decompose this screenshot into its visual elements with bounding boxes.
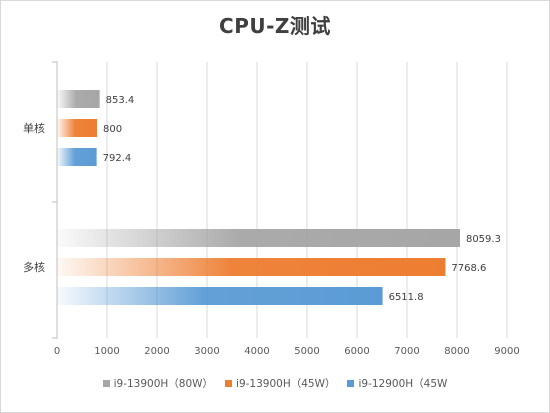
x-tick-label: 2000: [144, 346, 169, 357]
category-label: 单核: [23, 121, 45, 135]
bars: [57, 90, 460, 305]
legend-swatch: [225, 380, 233, 387]
legend-item: i9-12900H（45W: [347, 376, 447, 391]
bar: [57, 90, 100, 108]
bar: [57, 229, 460, 247]
x-tick-label: 3000: [194, 346, 219, 357]
chart-title: CPU-Z测试: [219, 14, 331, 38]
x-tick-label: 8000: [444, 346, 469, 357]
legend-label: i9-13900H（80W）: [113, 378, 214, 390]
data-label: 853.4: [106, 95, 135, 106]
data-label: 8059.3: [466, 234, 501, 245]
bar: [57, 119, 97, 137]
data-label: 800: [103, 124, 122, 135]
bar: [57, 258, 446, 276]
data-label: 7768.6: [451, 263, 486, 274]
legend: i9-13900H（80W） i9-13900H（45W） i9-12900H（45…: [0, 376, 550, 391]
x-tick-label: 9000: [494, 346, 519, 357]
x-tick-labels: 0 1000 2000 3000 4000 5000 6000 7000 8000 9000: [54, 346, 520, 357]
legend-item: i9-13900H（45W）: [225, 376, 335, 391]
x-tick-label: 4000: [244, 346, 269, 357]
data-labels: 853.4 800 792.4 8059.3 7768.6 6511.8: [103, 95, 501, 303]
x-tick-label: 1000: [94, 346, 119, 357]
category-axis: [52, 61, 58, 339]
legend-label: i9-12900H（45W: [358, 378, 448, 390]
legend-label: i9-13900H（45W）: [236, 378, 336, 390]
category-label: 多核: [23, 260, 45, 274]
legend-swatch: [102, 380, 110, 387]
legend-item: i9-13900H（80W）: [102, 376, 214, 391]
x-tick-label: 5000: [294, 346, 319, 357]
legend-swatch: [347, 380, 355, 387]
data-label: 792.4: [103, 153, 132, 164]
x-tick-label: 7000: [394, 346, 419, 357]
bar: [57, 148, 97, 166]
bar: [57, 287, 383, 305]
x-tick-label: 6000: [344, 346, 369, 357]
x-tick-label: 0: [54, 346, 60, 357]
data-label: 6511.8: [389, 292, 424, 303]
